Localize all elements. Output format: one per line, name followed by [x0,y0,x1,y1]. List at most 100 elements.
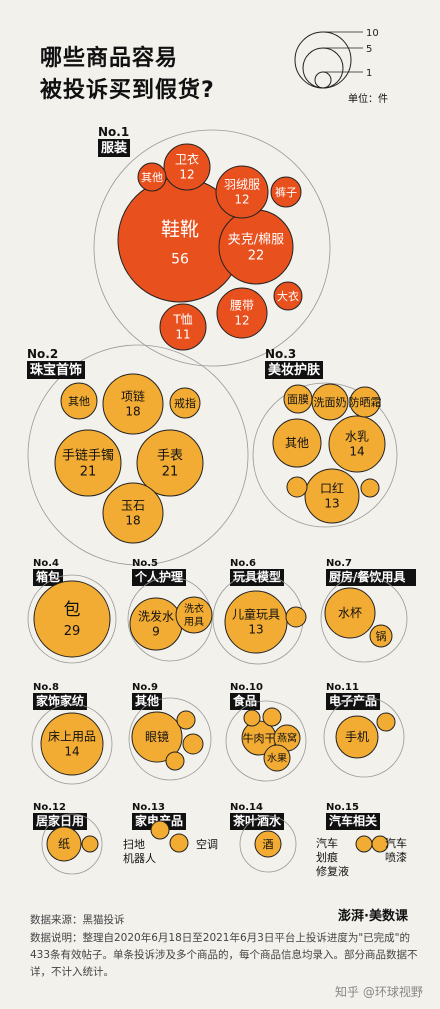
category-label-box [230,569,284,586]
category-label-box [326,569,416,586]
bubble-label: 夹克/棉服 [228,233,284,248]
category-rank: No.9 [132,682,158,693]
bubble [369,624,393,648]
bubble-value: 21 [162,465,179,480]
bubble [102,373,164,435]
bubble [165,751,185,771]
bubble-label: 用具 [184,616,204,628]
bubble-value: 29 [64,624,81,639]
bubble-label: 腰带 [230,299,254,313]
bubble [243,709,261,727]
bubble-label: 水杯 [338,606,362,620]
category-label-box [230,693,260,710]
category-rank: No.7 [326,558,352,569]
bubble [81,835,99,853]
bubble-label: 机器人 [123,851,156,865]
category-rank: No.10 [230,682,263,693]
bubble [182,733,204,755]
category-label: 居家日用 [36,813,84,828]
bubble-label: 手链手镯 [62,449,114,464]
category-label: 服装 [101,140,127,156]
bubble [215,165,269,219]
bubble-label: 床上用品 [48,730,96,744]
bubble [169,833,189,853]
bubble [328,415,386,473]
category-outline [41,813,103,875]
bubble [335,715,379,759]
category-rank: No.1 [98,125,129,139]
bubble [263,744,291,772]
category-label: 箱包 [36,569,60,584]
bubble-label: 水果 [267,753,287,765]
bubble [273,281,303,311]
category-outline [225,700,307,782]
bubble [355,835,373,853]
bubble-chart: No.1服装鞋靴56夹克/棉服22卫衣12羽绒服12腰带12T恤11其他裤子大衣… [27,125,416,878]
watermark: 知乎 @环球视野 [335,985,423,999]
bubble-label: 喷漆 [385,851,407,864]
bubble-label: 戒指 [174,396,196,410]
bubble [150,820,170,840]
bubble-label: 汽车 [316,836,338,850]
bubble-value: 13 [248,623,263,637]
bubble-label: 纸 [58,837,70,851]
bubble [304,468,360,524]
brand-logo: 澎湃·美数课 [338,909,408,924]
data-source: 数据来源：黑猫投诉 [30,914,125,926]
category-rank: No.13 [132,802,165,813]
category-label: 食品 [232,693,257,708]
category-label-box [326,813,380,830]
bubble-value: 13 [324,497,339,511]
size-legend: 10 5 1 [294,28,379,89]
category-outline [27,344,249,566]
bubble-value: 12 [234,314,249,328]
bubble-label: 羽绒服 [224,178,260,192]
category-outline [128,697,212,781]
category-rank: No.15 [326,802,359,813]
category-label-box [27,361,85,379]
bubble [40,712,104,776]
category-outline [252,382,398,528]
bubble-value: 12 [179,168,194,182]
category-label-box [230,813,284,830]
bubble-value: 14 [349,445,364,459]
bubble [216,287,268,339]
bubble-label: 其他 [68,395,90,408]
bubble [131,711,183,763]
category-outline [27,574,117,664]
category-label: 玩具模型 [233,569,281,584]
bubble [169,387,201,419]
bubble [46,826,82,862]
bubble [60,382,98,420]
category-rank: No.14 [230,802,263,813]
bubble-label: 其他 [285,436,309,450]
category-rank: No.3 [265,347,296,361]
category-outline [323,696,405,778]
category-label: 美妆护肤 [268,362,321,378]
bubble-label: 儿童玩具 [232,607,280,622]
bubble-label: T恤 [172,313,192,327]
bubble-label: 修复液 [316,864,349,878]
bubble-label: 包 [64,600,81,620]
unit-note: 单位：件 [348,94,388,105]
chart-title-line2: 被投诉买到假货? [40,78,215,103]
bubble [272,418,322,468]
bubble-label: 锅 [376,630,387,643]
bubble-value: 56 [171,252,189,268]
bubble [102,482,164,544]
bubble [324,587,376,639]
category-outline [239,815,297,873]
category-outline [320,575,408,663]
data-note: 数据说明：整理自2020年6月18日至2021年6月3日平台上投诉进度为"已完成… [30,932,418,978]
legend-tick-10: 10 [366,28,379,39]
bubble [254,830,282,858]
category-label-box [132,569,186,586]
category-outline [93,129,331,367]
bubble-label: 裤子 [275,185,297,199]
bubble [54,429,122,497]
category-label-box [265,361,323,379]
bubble-label: 玉石 [121,499,145,513]
bubble-label: 汽车 [385,836,407,850]
bubble-label: 酒 [263,838,274,851]
bubble [159,303,207,351]
